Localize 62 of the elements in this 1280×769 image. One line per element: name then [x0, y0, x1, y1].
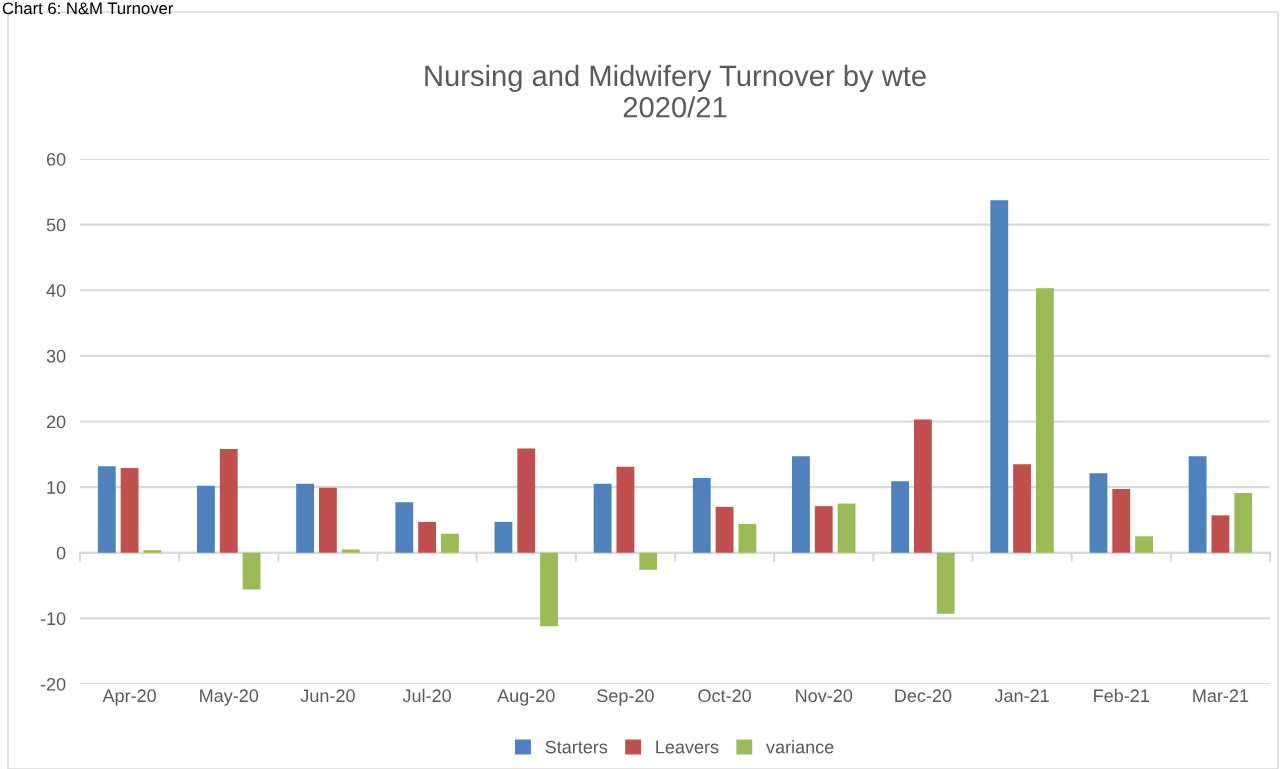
- bar: [120, 468, 139, 553]
- x-tick-label: Apr-20: [102, 689, 156, 706]
- bar: [1234, 493, 1253, 553]
- x-tick-label: May-20: [200, 689, 259, 706]
- bar: [593, 483, 612, 553]
- bar: [1013, 464, 1032, 553]
- bar: [197, 485, 215, 553]
- bar: [1211, 515, 1230, 553]
- y-tick-label: 20: [46, 415, 66, 429]
- y-tick-label: 50: [46, 218, 66, 232]
- x-tick-label: Feb-21: [1094, 688, 1149, 703]
- legend-label: Leavers: [656, 740, 719, 754]
- x-tick-label: Mar-21: [1193, 689, 1249, 703]
- bar: [639, 552, 658, 570]
- bar: [242, 552, 261, 590]
- y-tick-label: -10: [40, 612, 66, 626]
- y-tick-label: 0: [56, 546, 66, 560]
- bar: [792, 456, 810, 553]
- y-tick-label: 60: [46, 152, 66, 166]
- bar: [837, 503, 856, 553]
- x-tick-label: Jun-20: [300, 689, 355, 703]
- bar: [219, 449, 238, 553]
- bar: [341, 549, 360, 553]
- y-tick-label: 40: [46, 284, 66, 297]
- bar: [1112, 489, 1131, 553]
- bar: [97, 466, 116, 553]
- legend-label: variance: [766, 740, 834, 754]
- y-tick-label: -20: [40, 677, 66, 691]
- x-tick-label: Jul-20: [402, 688, 451, 703]
- x-tick-label: Nov-20: [796, 689, 853, 703]
- legend-label: Starters: [545, 740, 608, 754]
- bar: [738, 523, 757, 553]
- chart-title: Nursing and Midwifery Turnover by wte 2020/21: [425, 64, 926, 118]
- bar: [440, 533, 459, 553]
- bar: [395, 502, 414, 553]
- bar: [913, 419, 932, 553]
- x-tick-label: Oct-20: [698, 689, 751, 703]
- y-tick-label: 10: [47, 481, 66, 494]
- x-tick-label: Aug-20: [497, 689, 555, 706]
- bar: [1188, 456, 1207, 553]
- y-tick-label: 30: [46, 349, 66, 363]
- bar: [143, 550, 162, 553]
- bar: [494, 521, 513, 553]
- x-tick-label: Sep-20: [597, 689, 654, 706]
- bar: [1035, 288, 1054, 553]
- bar: [616, 466, 635, 553]
- x-tick-label: Dec-20: [895, 689, 952, 703]
- caption: Chart 6: N&M Turnover: [2, 2, 174, 15]
- bar: [692, 477, 711, 553]
- bar: [540, 552, 558, 627]
- x-tick-label: Jan-21: [994, 689, 1049, 703]
- bar: [936, 552, 955, 614]
- bar: [990, 200, 1009, 553]
- bar: [296, 483, 315, 553]
- bar: [1089, 473, 1108, 553]
- bar: [1135, 536, 1153, 553]
- bar: [814, 506, 833, 553]
- bar: [715, 506, 734, 553]
- bar: [418, 521, 437, 553]
- bar: [891, 481, 910, 553]
- bar: [517, 448, 536, 553]
- bar: [318, 487, 337, 553]
